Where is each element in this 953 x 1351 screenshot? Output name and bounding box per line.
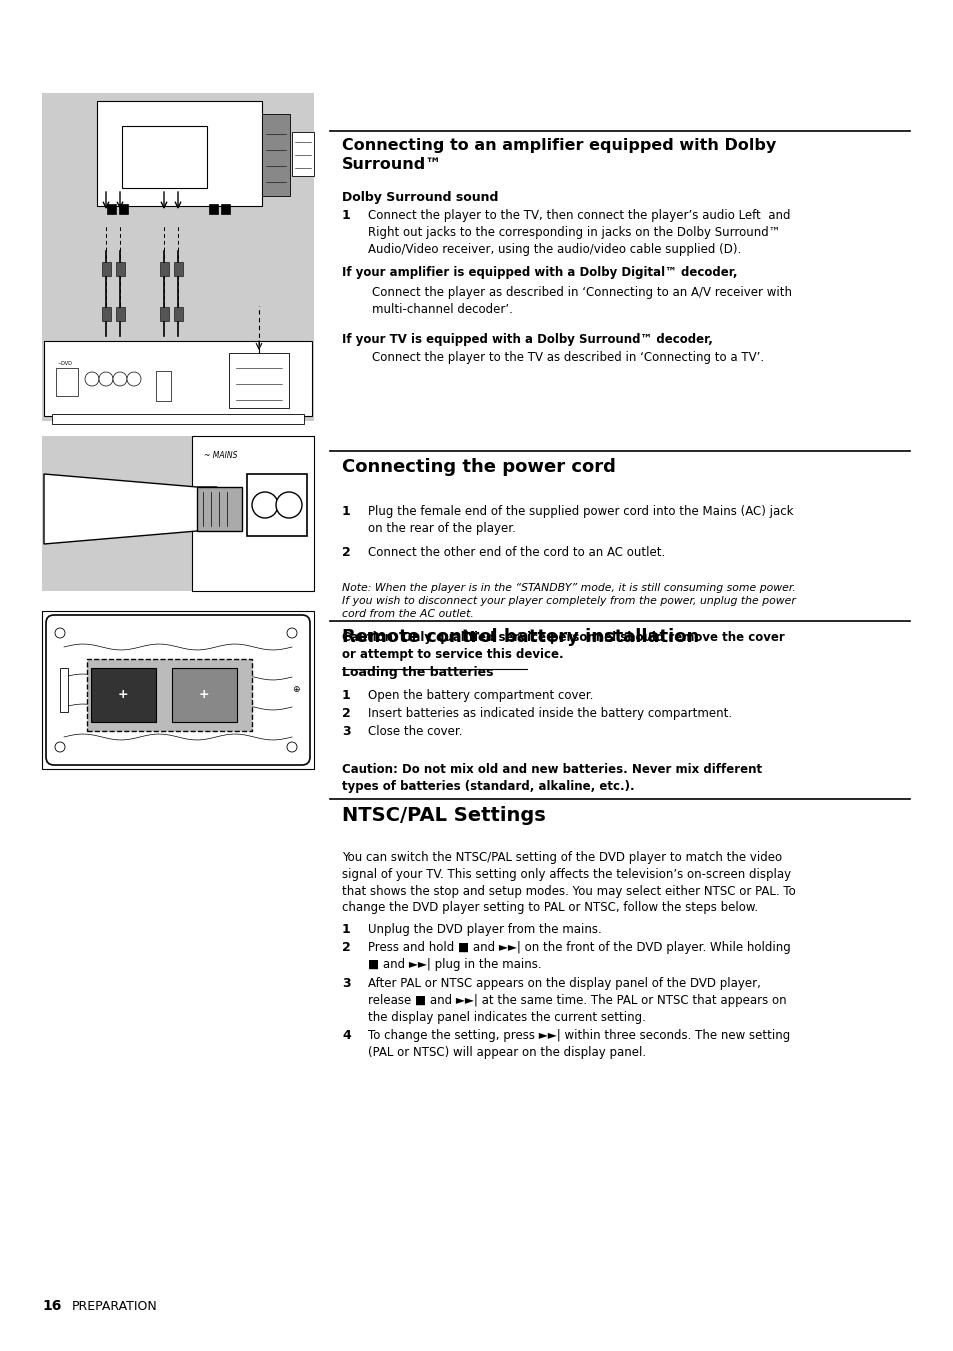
Circle shape	[55, 742, 65, 753]
Circle shape	[275, 492, 302, 517]
Text: 2: 2	[341, 942, 351, 954]
Bar	[42, 436, 314, 590]
Text: ~DVD: ~DVD	[57, 361, 71, 366]
Bar	[102, 307, 111, 322]
Text: Note: When the player is in the “STANDBY” mode, it is still consuming some power: Note: When the player is in the “STANDBY…	[341, 584, 795, 619]
Bar	[196, 486, 242, 531]
Text: Open the battery compartment cover.: Open the battery compartment cover.	[368, 689, 593, 703]
Text: Remote control battery installation: Remote control battery installation	[341, 628, 699, 646]
Text: ~ MAINS: ~ MAINS	[204, 451, 237, 459]
Text: If your amplifier is equipped with a Dolby Digital™ decoder,: If your amplifier is equipped with a Dol…	[341, 266, 737, 280]
Bar	[209, 204, 218, 213]
Text: 1: 1	[341, 689, 351, 703]
Text: Caution: Do not mix old and new batteries. Never mix different
types of batterie: Caution: Do not mix old and new batterie…	[341, 763, 761, 793]
Text: To change the setting, press ►►| within three seconds. The new setting
(PAL or N: To change the setting, press ►►| within …	[368, 1029, 789, 1059]
Bar	[247, 474, 307, 536]
Text: 1: 1	[341, 505, 351, 517]
Text: Caution: Only qualified service personnel should remove the cover
or attempt to : Caution: Only qualified service personne…	[341, 631, 784, 661]
Text: Loading the batteries: Loading the batteries	[341, 666, 493, 680]
Bar	[60, 667, 68, 712]
Text: NTSC/PAL Settings: NTSC/PAL Settings	[341, 807, 545, 825]
Circle shape	[85, 372, 99, 386]
Text: Press and hold ■ and ►►| on the front of the DVD player. While holding
■ and ►►|: Press and hold ■ and ►►| on the front of…	[368, 942, 790, 971]
Text: 3: 3	[341, 725, 351, 738]
Text: 1: 1	[341, 209, 351, 222]
Bar	[44, 340, 312, 416]
Text: 1: 1	[341, 923, 351, 936]
Text: Connecting the power cord: Connecting the power cord	[341, 458, 616, 476]
Bar	[173, 307, 183, 322]
Bar	[192, 436, 314, 590]
Text: Plug the female end of the supplied power cord into the Mains (AC) jack
on the r: Plug the female end of the supplied powe…	[368, 505, 793, 535]
Bar	[122, 126, 207, 188]
Bar	[192, 436, 193, 590]
Text: Connect the other end of the cord to an AC outlet.: Connect the other end of the cord to an …	[368, 546, 664, 559]
Circle shape	[252, 492, 277, 517]
Bar	[173, 262, 183, 276]
Bar	[102, 262, 111, 276]
Bar	[172, 667, 236, 721]
Text: 3: 3	[341, 977, 351, 990]
Bar	[292, 132, 314, 176]
Circle shape	[55, 628, 65, 638]
Bar	[42, 611, 314, 769]
FancyBboxPatch shape	[46, 615, 310, 765]
Circle shape	[112, 372, 127, 386]
Text: 16: 16	[42, 1300, 61, 1313]
Circle shape	[99, 372, 112, 386]
Text: 4: 4	[341, 1029, 351, 1042]
Bar	[107, 204, 116, 213]
Text: Unplug the DVD player from the mains.: Unplug the DVD player from the mains.	[368, 923, 601, 936]
Text: Close the cover.: Close the cover.	[368, 725, 462, 738]
Bar	[116, 262, 125, 276]
Circle shape	[127, 372, 141, 386]
Circle shape	[287, 628, 296, 638]
Bar	[87, 659, 252, 731]
Text: Connect the player to the TV as described in ‘Connecting to a TV’.: Connect the player to the TV as describe…	[372, 351, 763, 363]
Bar	[229, 353, 289, 408]
Bar	[221, 204, 230, 213]
Bar	[262, 113, 290, 196]
Bar	[119, 204, 128, 213]
Circle shape	[287, 742, 296, 753]
Text: Connect the player to the TV, then connect the player’s audio Left  and
Right ou: Connect the player to the TV, then conne…	[368, 209, 790, 255]
Text: ⊕: ⊕	[292, 685, 299, 694]
Text: Insert batteries as indicated inside the battery compartment.: Insert batteries as indicated inside the…	[368, 707, 731, 720]
Bar	[56, 367, 78, 396]
Text: 2: 2	[341, 707, 351, 720]
Bar	[91, 667, 156, 721]
Text: Connecting to an amplifier equipped with Dolby
Surround™: Connecting to an amplifier equipped with…	[341, 138, 776, 172]
Text: You can switch the NTSC/PAL setting of the DVD player to match the video
signal : You can switch the NTSC/PAL setting of t…	[341, 851, 795, 915]
Text: +: +	[117, 689, 128, 701]
Bar	[42, 93, 314, 422]
Text: +: +	[198, 689, 209, 701]
Text: Connect the player as described in ‘Connecting to an A/V receiver with
multi-cha: Connect the player as described in ‘Conn…	[372, 286, 791, 316]
Bar	[97, 101, 262, 205]
Polygon shape	[44, 474, 216, 544]
Text: After PAL or NTSC appears on the display panel of the DVD player,
release ■ and : After PAL or NTSC appears on the display…	[368, 977, 786, 1024]
Text: Dolby Surround sound: Dolby Surround sound	[341, 190, 497, 204]
Bar	[160, 262, 169, 276]
Bar	[116, 307, 125, 322]
Text: If your TV is equipped with a Dolby Surround™ decoder,: If your TV is equipped with a Dolby Surr…	[341, 332, 712, 346]
Bar	[52, 413, 304, 424]
Text: PREPARATION: PREPARATION	[71, 1300, 157, 1313]
Text: 2: 2	[341, 546, 351, 559]
Bar	[156, 372, 171, 401]
Bar	[160, 307, 169, 322]
